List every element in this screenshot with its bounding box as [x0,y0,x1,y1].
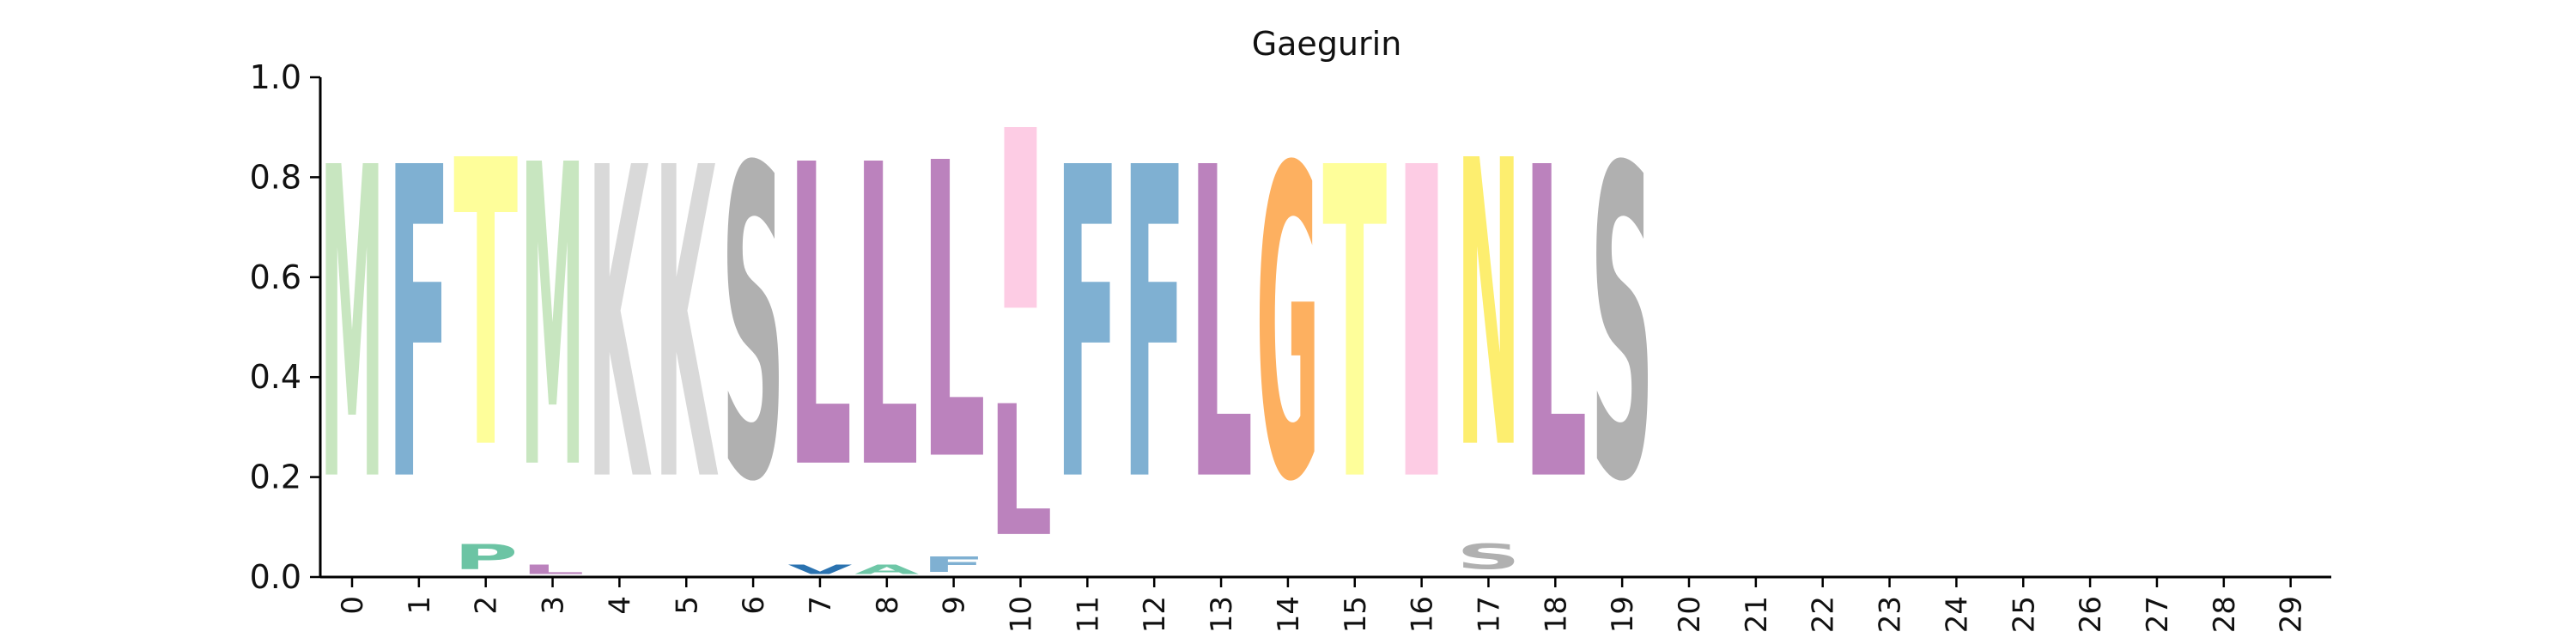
x-tick-label: 25 [2007,596,2041,633]
x-tick-label: 26 [2074,596,2108,633]
x-tick-label: 28 [2208,596,2242,633]
x-tick-label: 1 [403,596,437,615]
x-tick-label: 8 [871,596,905,615]
logo-letter: I [988,77,1053,366]
x-tick-label: 27 [2141,596,2175,633]
x-tick-label: 20 [1673,596,1707,633]
x-tick-label: 24 [1940,596,1974,633]
logo-letter: I [1389,78,1454,575]
logo-letter: L [787,78,852,561]
y-tick-label: 0.4 [250,358,301,396]
x-tick-label: 0 [336,596,370,615]
x-tick-label: 6 [737,596,771,615]
x-tick-label: 9 [938,596,972,615]
axes-layer: 0.00.20.40.60.81.00 1 2 3 4 5 6 7 8 9 10 11 12 13 14 15… [250,58,2331,633]
logo-letter: V [787,562,852,577]
logo-letter: L [988,368,1053,576]
logo-letter: T [453,79,519,536]
x-tick-label: 17 [1472,596,1506,633]
logo-letter: L [1523,80,1588,576]
x-tick-label: 19 [1606,596,1640,633]
logo-letter: L [520,562,585,577]
y-tick-label: 0.0 [250,558,301,596]
x-tick-label: 3 [537,596,571,615]
logo-letter: F [1055,78,1120,575]
logo-letter: F [1122,78,1187,575]
x-tick-label: 15 [1339,596,1373,633]
x-tick-label: 23 [1874,596,1908,633]
logo-letter: M [520,79,585,562]
x-tick-label: 11 [1071,596,1105,633]
x-tick-label: 10 [1005,596,1039,633]
x-tick-label: 7 [804,596,838,615]
x-tick-label: 21 [1740,596,1774,633]
y-tick-label: 0.2 [250,459,301,496]
logo-letter: L [1189,80,1254,576]
logo-letter: M [320,78,385,575]
logo-letter: K [587,79,652,575]
x-tick-label: 13 [1205,596,1239,633]
logo-letter: S [1456,538,1521,577]
logo-letter: T [1322,78,1388,575]
logo-letter: K [654,79,719,575]
logo-letter: S [721,77,786,575]
logo-letter: F [921,552,986,577]
logo-letter: L [854,78,919,561]
x-tick-label: 14 [1272,596,1306,633]
x-tick-label: 12 [1138,596,1172,633]
y-tick-label: 0.6 [250,258,301,296]
x-tick-label: 4 [603,596,637,615]
chart-title: Gaegurin [1252,25,1402,63]
y-tick-label: 1.0 [250,58,301,96]
x-tick-label: 29 [2275,596,2309,633]
x-tick-label: 5 [670,596,704,615]
logo-letter: N [1456,78,1521,536]
y-tick-label: 0.8 [250,158,301,196]
logo-letter: F [386,78,451,575]
logo-letter: G [1255,79,1320,576]
logo-letter: L [921,79,986,551]
x-tick-label: 18 [1539,596,1573,633]
logo-letter: A [854,562,919,577]
logo-letter: P [453,538,518,577]
x-tick-label: 22 [1807,596,1841,633]
logo-letter: S [1590,77,1655,575]
x-tick-label: 16 [1406,596,1440,633]
x-tick-label: 2 [470,596,504,615]
